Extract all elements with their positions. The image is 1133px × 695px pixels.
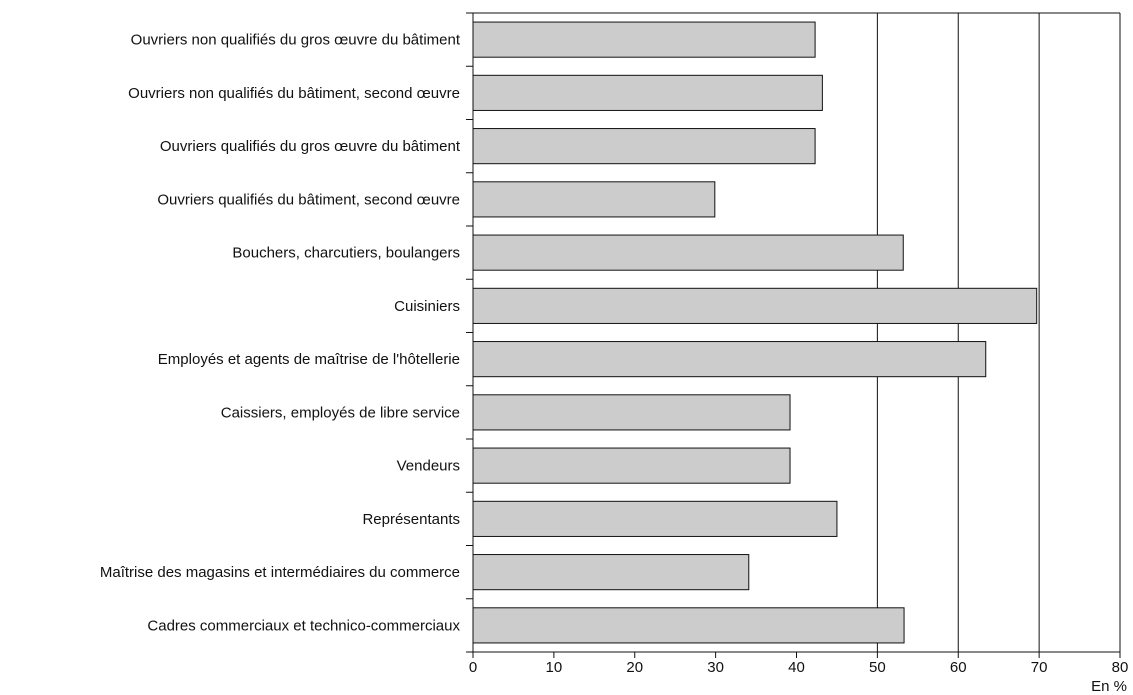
bar [472, 341, 987, 378]
category-label: Maîtrise des magasins et intermédiaires … [100, 564, 460, 581]
bars [472, 21, 1038, 644]
category-label: Ouvriers non qualifiés du gros œuvre du … [131, 32, 461, 49]
x-tick-label: 80 [1112, 659, 1129, 676]
category-labels: Ouvriers non qualifiés du gros œuvre du … [100, 32, 461, 635]
bar [472, 234, 904, 271]
x-tick-label: 60 [950, 659, 967, 676]
category-label: Bouchers, charcutiers, boulangers [232, 245, 460, 262]
axes [466, 12, 1121, 658]
category-label: Représentants [362, 511, 460, 528]
bar [472, 181, 716, 218]
category-label: Ouvriers qualifiés du gros œuvre du bâti… [160, 138, 461, 155]
category-label: Cuisiniers [394, 298, 460, 315]
bar [472, 607, 905, 644]
category-label: Ouvriers qualifiés du bâtiment, second œ… [157, 191, 460, 208]
category-label: Caissiers, employés de libre service [221, 404, 460, 421]
grid-lines [876, 13, 1040, 652]
bar [472, 21, 816, 58]
bar [472, 500, 838, 537]
x-tick-label: 70 [1031, 659, 1048, 676]
x-tick-label: 10 [546, 659, 563, 676]
bar [472, 74, 823, 111]
x-tick-label: 30 [707, 659, 724, 676]
x-tick-label: 50 [869, 659, 886, 676]
category-label: Employés et agents de maîtrise de l'hôte… [158, 351, 460, 368]
x-tick-label: 0 [469, 659, 477, 676]
category-label: Vendeurs [397, 458, 460, 475]
x-tick-label: 40 [788, 659, 805, 676]
bar [472, 554, 750, 591]
x-unit-label: En % [1091, 678, 1127, 695]
category-label: Cadres commerciaux et technico-commercia… [147, 617, 460, 634]
bar [472, 287, 1038, 324]
bar [472, 394, 791, 431]
x-tick-label: 20 [626, 659, 643, 676]
x-tick-labels: 0 10 20 30 40 50 60 70 80 [469, 659, 1129, 676]
bar [472, 128, 816, 165]
category-label: Ouvriers non qualifiés du bâtiment, seco… [128, 85, 460, 102]
bar [472, 447, 791, 484]
